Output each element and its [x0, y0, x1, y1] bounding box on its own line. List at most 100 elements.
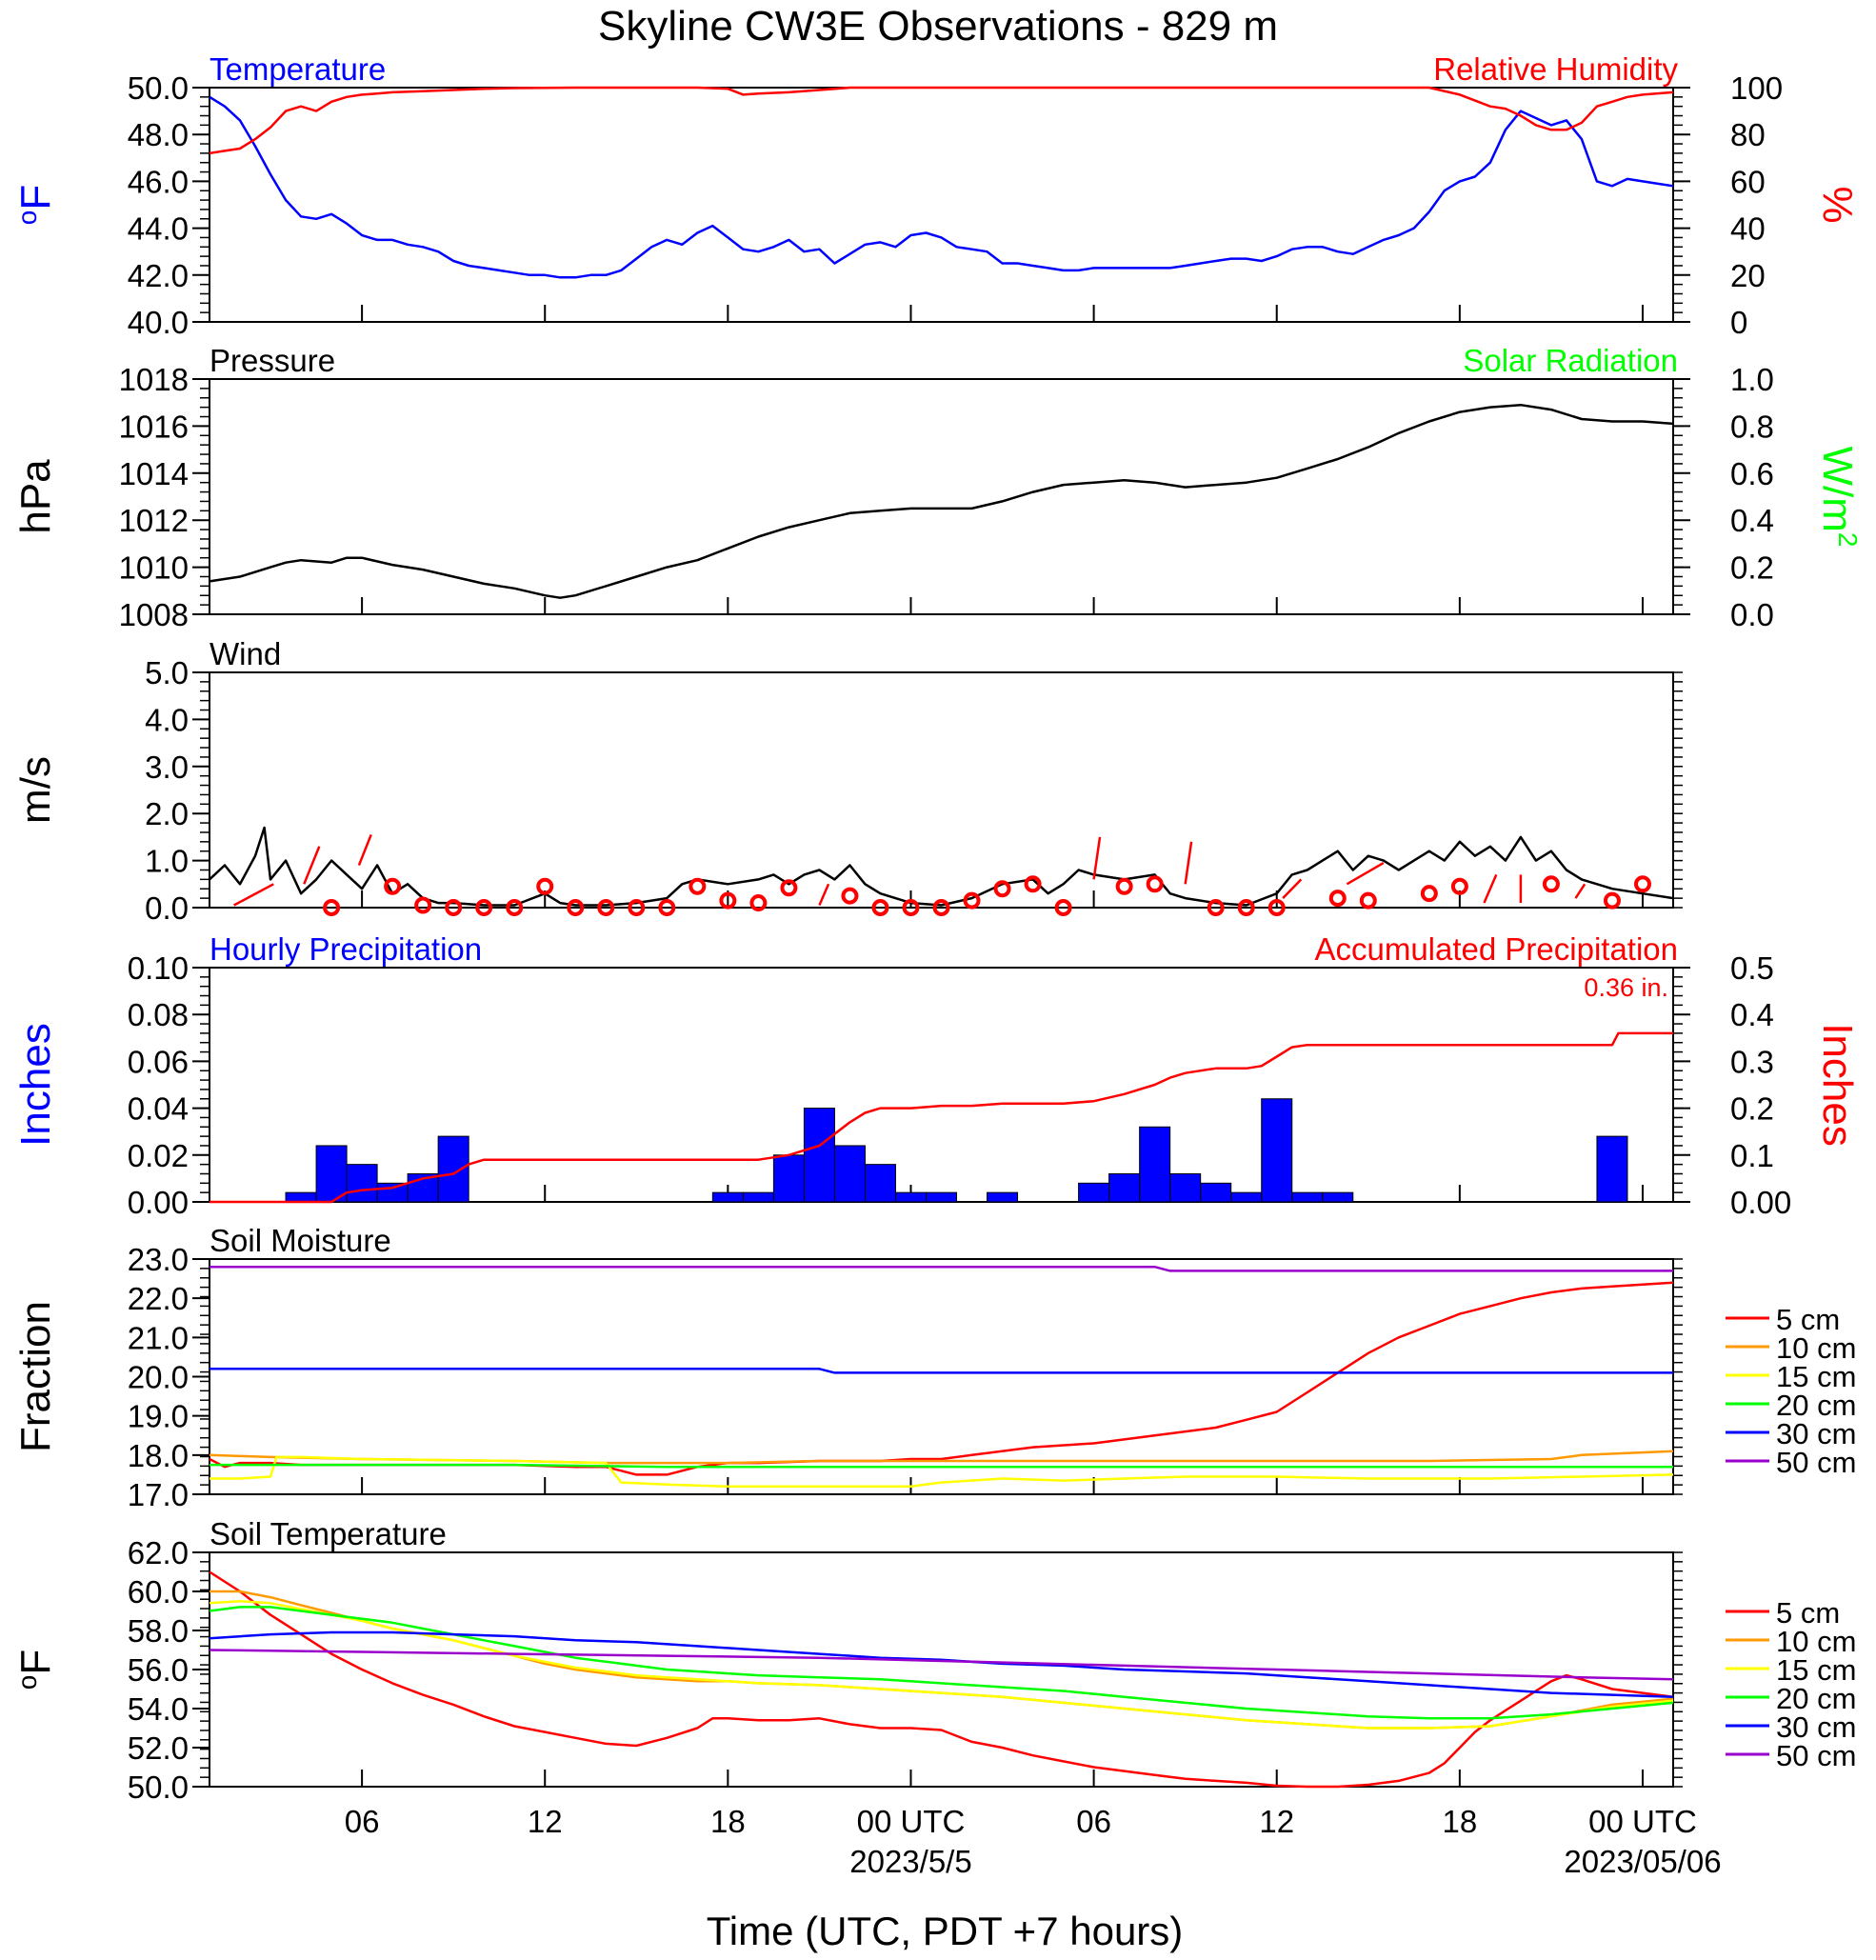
precip-bar: [833, 1145, 866, 1203]
left-axis-label: hPa: [12, 459, 59, 534]
legend-label: 30 cm: [1776, 1417, 1856, 1450]
wind-direction-stroke: [1346, 861, 1385, 886]
wind-calm-marker: [1542, 875, 1560, 893]
left-tick-label: 1016: [119, 409, 189, 444]
soil-temperature-panel: 50.0 52.054.056.058.060.0 62.0 Soil Tempera…: [12, 1516, 1856, 1805]
left-tick-label: 0.0: [145, 890, 189, 926]
pressure-title-left: Pressure: [210, 343, 335, 378]
wind-panel: 0.0 1.0 2.0 3.0 4.0 5.0 Wind m/s: [12, 636, 1683, 926]
wind-calm-marker: [536, 877, 554, 895]
series-line-50-cm: [210, 1265, 1673, 1272]
precip-bar: [1139, 1126, 1171, 1203]
precip-bar: [1200, 1182, 1232, 1203]
wind-calm-marker: [841, 887, 859, 905]
wind-direction-stroke: [303, 846, 321, 885]
legend-label: 30 cm: [1776, 1710, 1856, 1744]
precip-title-left: Hourly Precipitation: [210, 931, 482, 967]
left-tick-label: 62.0: [128, 1535, 189, 1570]
left-tick-label: 0.08: [128, 997, 189, 1032]
precip-bar: [925, 1191, 958, 1203]
precip-bar: [803, 1108, 835, 1203]
precip-bar: [1169, 1172, 1202, 1203]
temp-rh-title-left: Temperature: [210, 51, 386, 87]
x-axis-label: Time (UTC, PDT +7 hours): [707, 1909, 1184, 1953]
legend-label: 50 cm: [1776, 1739, 1856, 1772]
precip-bar: [285, 1191, 317, 1203]
series-line-temperature: [209, 95, 1674, 279]
wind-calm-marker: [323, 899, 341, 916]
right-tick-label: 0.00: [1730, 1185, 1791, 1220]
legend-label: 50 cm: [1776, 1446, 1856, 1479]
wind-calm-marker: [658, 899, 676, 916]
left-tick-label: 23.0: [128, 1242, 189, 1277]
left-tick-label: 54.0: [128, 1691, 189, 1727]
precip-bar: [987, 1191, 1019, 1203]
wind-direction-stroke: [1184, 841, 1193, 885]
right-axis-label: %: [1814, 186, 1861, 223]
wind-direction-stroke: [818, 883, 830, 907]
left-tick-label: 52.0: [128, 1730, 189, 1766]
right-tick-label: 40: [1730, 211, 1766, 247]
chart-panels: 40.0 42.0 44.0 46.0 48.0 50.0 0 20 40 60 80 100 Temp…: [12, 51, 1863, 1879]
wind-calm-marker: [475, 899, 493, 916]
left-tick-label: 0.00: [128, 1185, 189, 1220]
series-line-30-cm: [209, 1630, 1674, 1698]
right-axis-label: W/m2: [1814, 447, 1863, 548]
soil-moisture-title-left: Soil Moisture: [210, 1223, 391, 1258]
wind-calm-marker: [749, 894, 768, 912]
wind-calm-marker: [1450, 877, 1468, 895]
left-tick-label: 5.0: [145, 655, 189, 690]
left-tick-label: 1.0: [145, 844, 189, 879]
temp-rh-title-right: Relative Humidity: [1433, 51, 1678, 87]
wind-calm-marker: [1207, 899, 1225, 916]
legend-label: 15 cm: [1776, 1360, 1856, 1393]
left-axis-label: Fraction: [12, 1301, 59, 1452]
right-tick-label: 0.5: [1730, 950, 1774, 986]
left-axis-label: oF: [12, 185, 59, 225]
left-tick-label: 19.0: [128, 1399, 189, 1434]
time-tick-label: 12: [528, 1804, 563, 1839]
right-tick-label: 0.3: [1730, 1044, 1774, 1079]
legend-label: 5 cm: [1776, 1596, 1840, 1630]
precip-bar: [1108, 1172, 1141, 1203]
pressure-title-right: Solar Radiation: [1463, 343, 1678, 378]
wind-calm-marker: [597, 899, 615, 916]
precip-title-right: Accumulated Precipitation: [1314, 931, 1678, 967]
left-tick-label: 42.0: [128, 258, 189, 293]
wind-direction-stroke: [1483, 873, 1498, 904]
pressure-panel: 1008 1010 1012 1014 1016 1018 0.0 0.2 0.4 0.6 0.8 1…: [12, 343, 1863, 632]
time-tick-label: 18: [1442, 1804, 1477, 1839]
left-tick-label: 40.0: [128, 305, 189, 340]
wind-calm-marker: [1603, 891, 1621, 910]
left-tick-label: 1012: [119, 503, 189, 538]
right-tick-label: 0.4: [1730, 997, 1774, 1032]
wind-calm-marker: [1024, 875, 1042, 893]
left-tick-label: 0.10: [128, 950, 189, 986]
time-tick-label: 12: [1259, 1804, 1294, 1839]
precip-bar: [1078, 1182, 1110, 1203]
wind-calm-marker: [993, 880, 1011, 898]
series-line-50-cm: [209, 1649, 1674, 1681]
wind-calm-marker: [384, 877, 402, 895]
series-line-15-cm: [209, 1600, 1674, 1730]
left-tick-label: 4.0: [145, 702, 189, 737]
series-line-pressure: [209, 403, 1674, 599]
precip-bar: [772, 1154, 805, 1203]
precip-bar: [894, 1191, 927, 1203]
precip-bar: [742, 1191, 774, 1203]
right-tick-label: 100: [1730, 70, 1783, 106]
left-tick-label: 56.0: [128, 1652, 189, 1688]
wind-direction-stroke: [1574, 883, 1587, 899]
wind-frame: [209, 671, 1674, 909]
left-tick-label: 20.0: [128, 1360, 189, 1395]
temp-rh-panel: 40.0 42.0 44.0 46.0 48.0 50.0 0 20 40 60 80 100 Temp…: [12, 51, 1861, 340]
left-tick-label: 0.06: [128, 1044, 189, 1079]
series-line-15-cm: [210, 1455, 1674, 1489]
wind-calm-marker: [1115, 877, 1133, 895]
right-tick-label: 0.6: [1730, 456, 1774, 491]
wind-calm-marker: [932, 899, 950, 916]
series-line-20-cm: [209, 1606, 1674, 1720]
left-tick-label: 48.0: [128, 117, 189, 152]
precip-bar: [864, 1164, 896, 1203]
left-tick-label: 2.0: [145, 796, 189, 831]
